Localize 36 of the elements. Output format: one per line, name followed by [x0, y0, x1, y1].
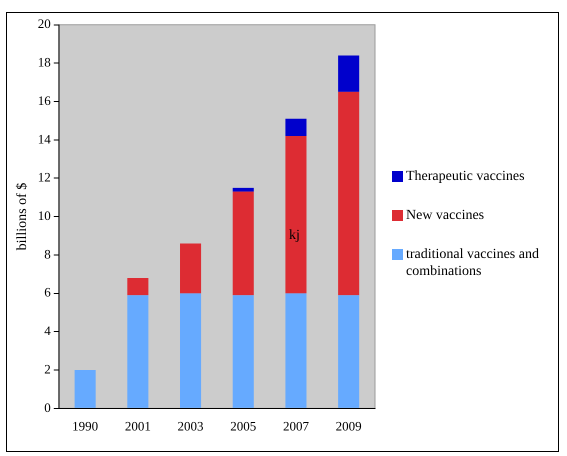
y-tick-label: 4	[44, 323, 52, 338]
x-tick-label: 2005	[230, 418, 256, 434]
bar	[338, 295, 360, 408]
bar	[127, 278, 148, 296]
x-tick-label: 2009	[336, 418, 362, 434]
y-tick-label: 16	[38, 92, 52, 108]
bar	[232, 188, 254, 192]
y-tick-label: 20	[38, 16, 51, 32]
legend-label: Therapeutic vaccines	[406, 168, 525, 185]
bar	[338, 92, 360, 296]
y-tick-label: 18	[38, 54, 51, 70]
bar	[180, 293, 202, 408]
y-tick-label: 14	[38, 131, 52, 146]
y-tick-label: 8	[44, 246, 51, 262]
annotation: kj	[289, 228, 300, 244]
bar	[74, 370, 96, 408]
bar	[285, 136, 306, 294]
y-tick-label: 10	[38, 208, 51, 224]
bar	[338, 55, 360, 92]
legend-label: traditional vaccines and combinations	[406, 246, 540, 280]
x-tick-label: 2001	[124, 418, 151, 434]
x-tick-label: 2007	[282, 418, 310, 434]
y-tick-label: 2	[44, 361, 51, 376]
y-tick-label: 6	[44, 284, 52, 300]
bar	[180, 243, 202, 294]
bar	[232, 192, 254, 296]
x-tick-label: 2003	[178, 418, 204, 434]
bar	[232, 295, 254, 408]
y-tick-label: 12	[38, 170, 51, 185]
y-tick-label: 0	[44, 400, 51, 415]
legend-label: New vaccines	[406, 207, 484, 224]
y-axis-title: billions of $	[15, 182, 30, 250]
x-tick-label: 1990	[72, 418, 98, 434]
bar	[285, 293, 306, 408]
bar	[285, 118, 306, 136]
bar	[127, 295, 148, 408]
